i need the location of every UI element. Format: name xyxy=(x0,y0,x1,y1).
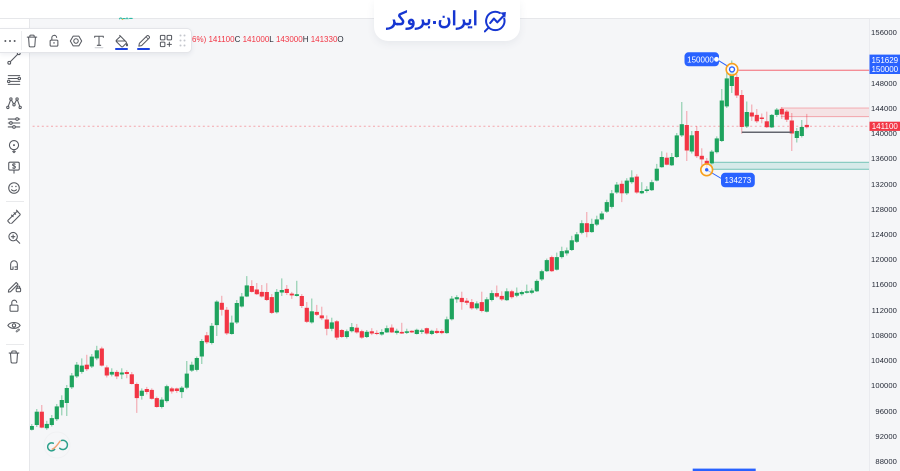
svg-text:150000: 150000 xyxy=(687,55,714,64)
svg-text:134273: 134273 xyxy=(725,176,752,185)
svg-text:151629: 151629 xyxy=(871,56,898,65)
svg-text:150000: 150000 xyxy=(871,65,898,74)
svg-text:141100: 141100 xyxy=(872,122,899,131)
